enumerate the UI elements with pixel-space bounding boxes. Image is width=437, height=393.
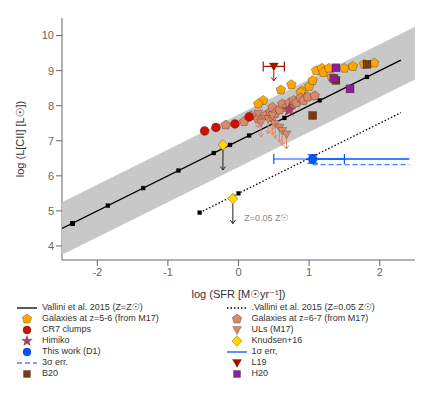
svg-text:log (SFR [M☉yr⁻¹]): log (SFR [M☉yr⁻¹]) [192, 288, 286, 300]
html-text:This work (D1): This work (D1) [42, 346, 101, 356]
svg-text:6: 6 [48, 170, 54, 182]
html-text:ULs (M17): ULs (M17) [251, 324, 294, 334]
svg-text:8: 8 [48, 100, 54, 112]
svg-text:log (L[CII] [L☉]): log (L[CII] [L☉]) [14, 101, 26, 178]
html-text:Vallini et al. 2015 (Z=Z☉): Vallini et al. 2015 (Z=Z☉) [42, 302, 143, 312]
svg-text:4: 4 [48, 240, 54, 252]
svg-text:1: 1 [306, 266, 312, 278]
svg-text:2: 2 [377, 266, 383, 278]
svg-text:0: 0 [235, 266, 241, 278]
html-text:Himiko: Himiko [42, 335, 70, 345]
svg-text:-2: -2 [92, 266, 102, 278]
html-text:L19: L19 [251, 357, 267, 367]
svg-text:5: 5 [48, 205, 54, 217]
svg-text:10: 10 [42, 29, 54, 41]
svg-text:7: 7 [48, 135, 54, 147]
html-text:.Vallini et al. 2015 (Z=0.05 Z: .Vallini et al. 2015 (Z=0.05 Z☉) [251, 302, 375, 312]
html-text:B20: B20 [42, 368, 58, 378]
html-text:Galaxies at z=6-7 (from M17): Galaxies at z=6-7 (from M17) [251, 313, 369, 323]
html-text:3σ err.: 3σ err. [42, 357, 69, 367]
html-text:CR7 clumps: CR7 clumps [42, 324, 91, 334]
html-text:Knudsen+16: Knudsen+16 [251, 335, 303, 345]
html-text:H20: H20 [251, 368, 268, 378]
html-text:Galaxies at z=5-6 (from M17): Galaxies at z=5-6 (from M17) [42, 313, 159, 323]
html-text:1σ err,: 1σ err, [251, 346, 278, 356]
svg-text:-1: -1 [163, 266, 173, 278]
svg-text:Z=0.05 Z☉: Z=0.05 Z☉ [244, 213, 288, 223]
svg-text:9: 9 [48, 65, 54, 77]
